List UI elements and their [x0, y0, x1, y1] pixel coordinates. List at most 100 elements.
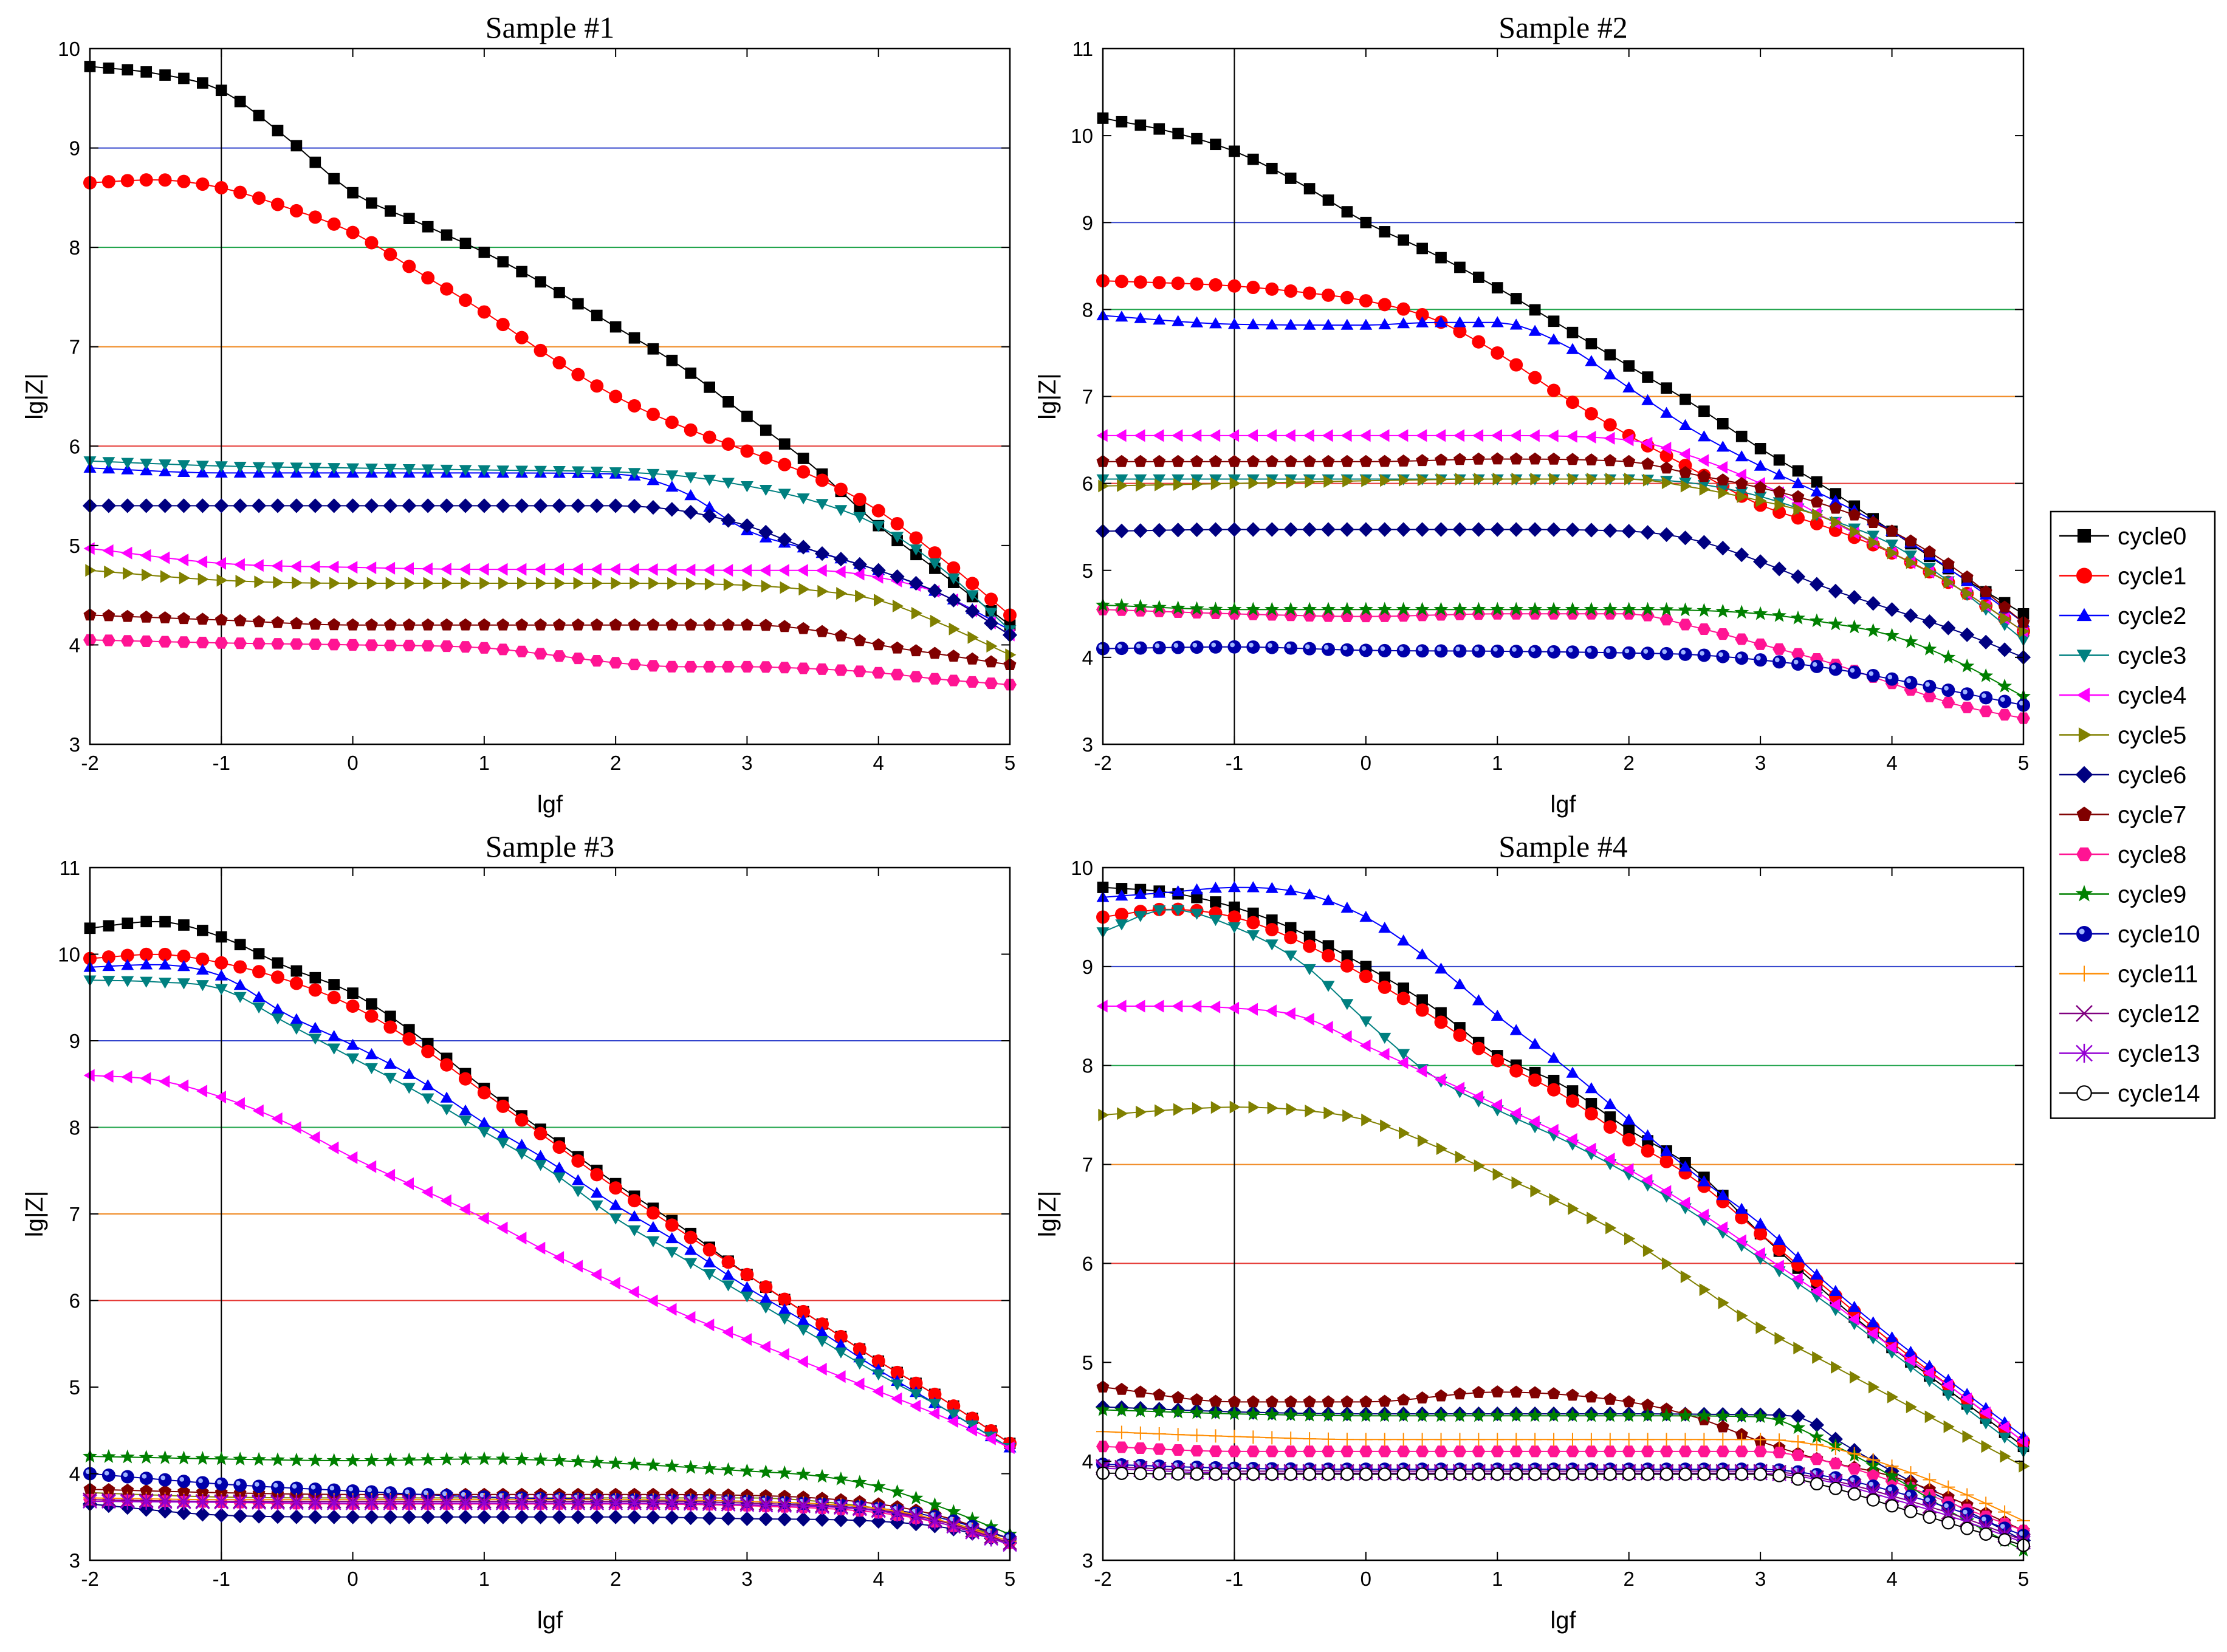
data-point — [1528, 324, 1542, 336]
data-point-highlight — [1643, 649, 1649, 654]
data-point — [1474, 473, 1485, 485]
data-point — [1755, 494, 1767, 507]
data-point — [1791, 1472, 1805, 1486]
data-point — [1737, 1309, 1748, 1322]
data-point — [966, 652, 979, 665]
data-point — [1885, 1499, 1899, 1513]
data-point — [1509, 602, 1524, 616]
data-point-highlight — [2000, 697, 2005, 702]
data-point — [1604, 454, 1617, 467]
data-point — [553, 563, 564, 576]
data-point — [667, 577, 679, 590]
data-point — [665, 416, 679, 430]
data-point — [1492, 473, 1504, 485]
data-point — [1005, 648, 1017, 662]
data-point — [814, 1512, 830, 1527]
data-point — [1152, 1443, 1166, 1455]
data-point — [1978, 634, 1994, 649]
data-point — [252, 990, 266, 1003]
data-point — [1434, 1467, 1448, 1481]
legend-entry-cycle6: cycle6 — [2059, 762, 2186, 789]
data-point — [721, 1462, 736, 1476]
data-point — [1867, 516, 1880, 528]
series-line — [89, 569, 1011, 656]
data-point — [495, 498, 510, 513]
data-point — [1340, 429, 1352, 442]
y-axis-label: lg|Z| — [1034, 1191, 1061, 1237]
data-point — [1866, 1469, 1880, 1481]
data-point — [684, 423, 698, 437]
data-point — [666, 354, 678, 366]
data-point — [910, 1389, 922, 1400]
y-tick-label: 9 — [69, 1030, 80, 1052]
y-tick-label: 6 — [1082, 1252, 1093, 1275]
data-point — [628, 618, 641, 631]
data-point — [1923, 545, 1936, 558]
data-point — [759, 1280, 773, 1294]
data-point — [684, 1258, 698, 1269]
data-point — [553, 618, 566, 631]
data-point — [1884, 1468, 1899, 1482]
data-point — [197, 77, 208, 89]
data-point — [383, 1057, 397, 1069]
data-point — [553, 1251, 564, 1264]
data-point — [874, 594, 885, 607]
data-point — [177, 554, 189, 567]
data-point — [1209, 914, 1222, 927]
data-point — [722, 1280, 735, 1292]
data-point-highlight — [1925, 1497, 1930, 1503]
data-point — [609, 657, 623, 669]
data-point — [1697, 1433, 1711, 1447]
data-point — [1772, 1412, 1787, 1427]
data-point — [1377, 522, 1392, 537]
data-point — [1417, 473, 1429, 487]
data-point — [1491, 1054, 1505, 1068]
data-point — [910, 1399, 921, 1413]
data-point — [233, 498, 248, 513]
data-point — [928, 673, 942, 685]
data-point — [1227, 922, 1241, 934]
data-point — [1904, 1466, 1918, 1480]
data-point — [1190, 607, 1204, 619]
data-point — [1472, 1041, 1486, 1055]
data-point — [1885, 672, 1899, 686]
data-point — [703, 501, 716, 512]
data-point — [103, 62, 115, 74]
data-point — [1754, 459, 1767, 471]
data-point — [1133, 605, 1147, 617]
data-point — [233, 992, 247, 1003]
data-point — [1886, 540, 1899, 551]
data-point — [1791, 490, 1805, 502]
data-point — [1114, 598, 1129, 612]
data-point — [645, 1458, 661, 1472]
data-point — [1641, 1433, 1655, 1447]
series-cycle2 — [1096, 881, 2030, 1442]
data-point — [1491, 452, 1504, 465]
data-point — [1659, 614, 1673, 626]
data-point — [1491, 429, 1502, 442]
data-point — [1114, 1402, 1129, 1417]
data-point — [1303, 454, 1316, 467]
data-point — [1490, 602, 1505, 616]
data-point — [1509, 1107, 1521, 1120]
data-point — [722, 618, 735, 631]
data-point — [140, 976, 153, 988]
series-cycle0 — [1097, 882, 2030, 1453]
data-point — [234, 95, 246, 108]
data-point — [1246, 916, 1260, 930]
series-cycle1 — [1096, 902, 2030, 1448]
data-point — [665, 563, 677, 577]
data-point — [252, 498, 267, 513]
data-point — [439, 1451, 455, 1466]
data-point — [1735, 1234, 1746, 1247]
data-point — [1115, 429, 1127, 442]
data-point — [1622, 1133, 1636, 1146]
data-point — [1116, 883, 1128, 894]
data-point — [346, 225, 360, 239]
data-point — [159, 611, 172, 623]
data-point — [252, 1104, 264, 1117]
data-point — [364, 1453, 379, 1467]
data-point — [1697, 648, 1711, 662]
data-point — [1471, 602, 1486, 616]
data-point — [270, 498, 286, 513]
